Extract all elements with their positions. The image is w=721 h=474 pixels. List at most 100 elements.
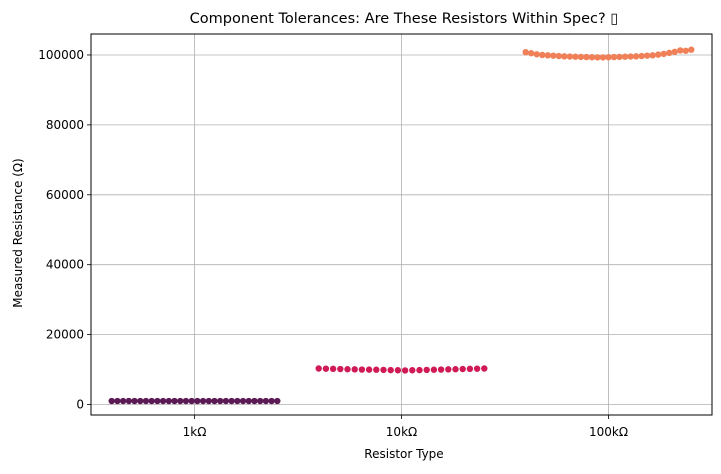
x-axis-label: Resistor Type — [364, 447, 443, 461]
chart-title: Component Tolerances: Are These Resistor… — [190, 11, 619, 27]
data-point — [131, 397, 138, 405]
data-point — [605, 54, 612, 61]
y-tick-label: 20000 — [46, 328, 84, 342]
data-point — [373, 366, 380, 373]
data-point — [632, 53, 640, 60]
data-point — [137, 397, 144, 405]
data-point — [466, 365, 474, 373]
data-point — [256, 397, 264, 405]
y-tick-label: 80000 — [46, 118, 84, 132]
data-point — [610, 53, 618, 61]
data-point — [566, 53, 574, 60]
data-point — [401, 367, 409, 374]
data-point — [572, 53, 579, 60]
data-point — [251, 397, 258, 405]
data-point — [539, 51, 546, 59]
data-point — [416, 366, 423, 374]
data-point — [473, 365, 481, 372]
x-tick-label: 100kΩ — [589, 425, 628, 439]
axis-ticks: 0 20000 40000 60000 80000 100000 1kΩ 10kΩ 100kΩ — [38, 48, 628, 439]
data-point — [165, 397, 173, 405]
data-point — [533, 51, 540, 58]
data-point — [199, 397, 207, 405]
y-tick-label: 100000 — [38, 48, 84, 62]
data-point — [654, 51, 662, 58]
data-point — [205, 397, 212, 405]
data-point — [268, 397, 275, 405]
data-point — [682, 47, 689, 54]
data-point — [459, 365, 466, 373]
x-tick-label: 1kΩ — [183, 425, 207, 439]
data-point — [211, 397, 218, 405]
data-point — [182, 397, 190, 405]
y-tick-label: 40000 — [46, 258, 84, 272]
data-point — [351, 366, 358, 373]
data-point — [522, 48, 529, 56]
data-point — [588, 54, 596, 61]
data-point — [577, 53, 585, 61]
data-point — [159, 397, 167, 405]
data-point — [561, 53, 568, 60]
data-points — [108, 46, 695, 405]
data-point — [188, 397, 195, 405]
data-point — [380, 366, 387, 374]
data-point — [666, 49, 673, 57]
data-point — [550, 52, 557, 59]
data-point — [337, 365, 344, 373]
y-tick-label: 60000 — [46, 188, 84, 202]
y-tick-label: 0 — [76, 398, 84, 412]
data-point — [194, 397, 201, 405]
data-point — [239, 397, 247, 405]
data-point — [245, 397, 252, 405]
data-point — [234, 397, 241, 405]
data-point — [583, 53, 590, 61]
data-point — [222, 397, 230, 405]
data-point — [274, 397, 281, 405]
data-point — [365, 366, 373, 373]
data-point — [322, 365, 330, 372]
data-point — [677, 47, 684, 54]
data-point — [688, 46, 695, 53]
data-point — [329, 365, 337, 373]
data-point — [445, 366, 452, 373]
data-point — [452, 366, 459, 373]
data-point — [621, 53, 629, 60]
grid-lines — [91, 34, 712, 415]
data-point — [171, 397, 178, 405]
data-point — [594, 54, 601, 61]
data-point — [481, 365, 488, 372]
data-point — [344, 366, 351, 373]
data-point — [627, 53, 634, 60]
data-point — [599, 54, 607, 61]
data-point — [387, 366, 394, 374]
data-point — [315, 365, 322, 372]
data-point — [125, 397, 133, 405]
data-point — [649, 52, 656, 59]
data-point — [638, 52, 645, 60]
x-tick-label: 10kΩ — [386, 425, 417, 439]
data-point — [430, 366, 438, 373]
data-point — [616, 53, 623, 61]
data-point — [108, 397, 115, 405]
data-point — [423, 366, 430, 374]
data-point — [216, 397, 224, 405]
data-point — [119, 397, 127, 405]
data-point — [358, 366, 366, 373]
data-point — [154, 397, 161, 405]
y-axis-label: Measured Resistance (Ω) — [11, 158, 25, 307]
data-point — [643, 52, 651, 59]
data-point — [555, 52, 563, 60]
data-point — [671, 48, 678, 56]
data-point — [142, 397, 150, 405]
data-point — [148, 397, 155, 405]
data-point — [262, 397, 270, 405]
data-point — [544, 52, 551, 59]
data-point — [437, 366, 445, 373]
data-point — [228, 397, 235, 405]
data-point — [394, 367, 402, 374]
data-point — [528, 50, 535, 57]
data-point — [409, 367, 416, 374]
data-point — [177, 397, 184, 405]
